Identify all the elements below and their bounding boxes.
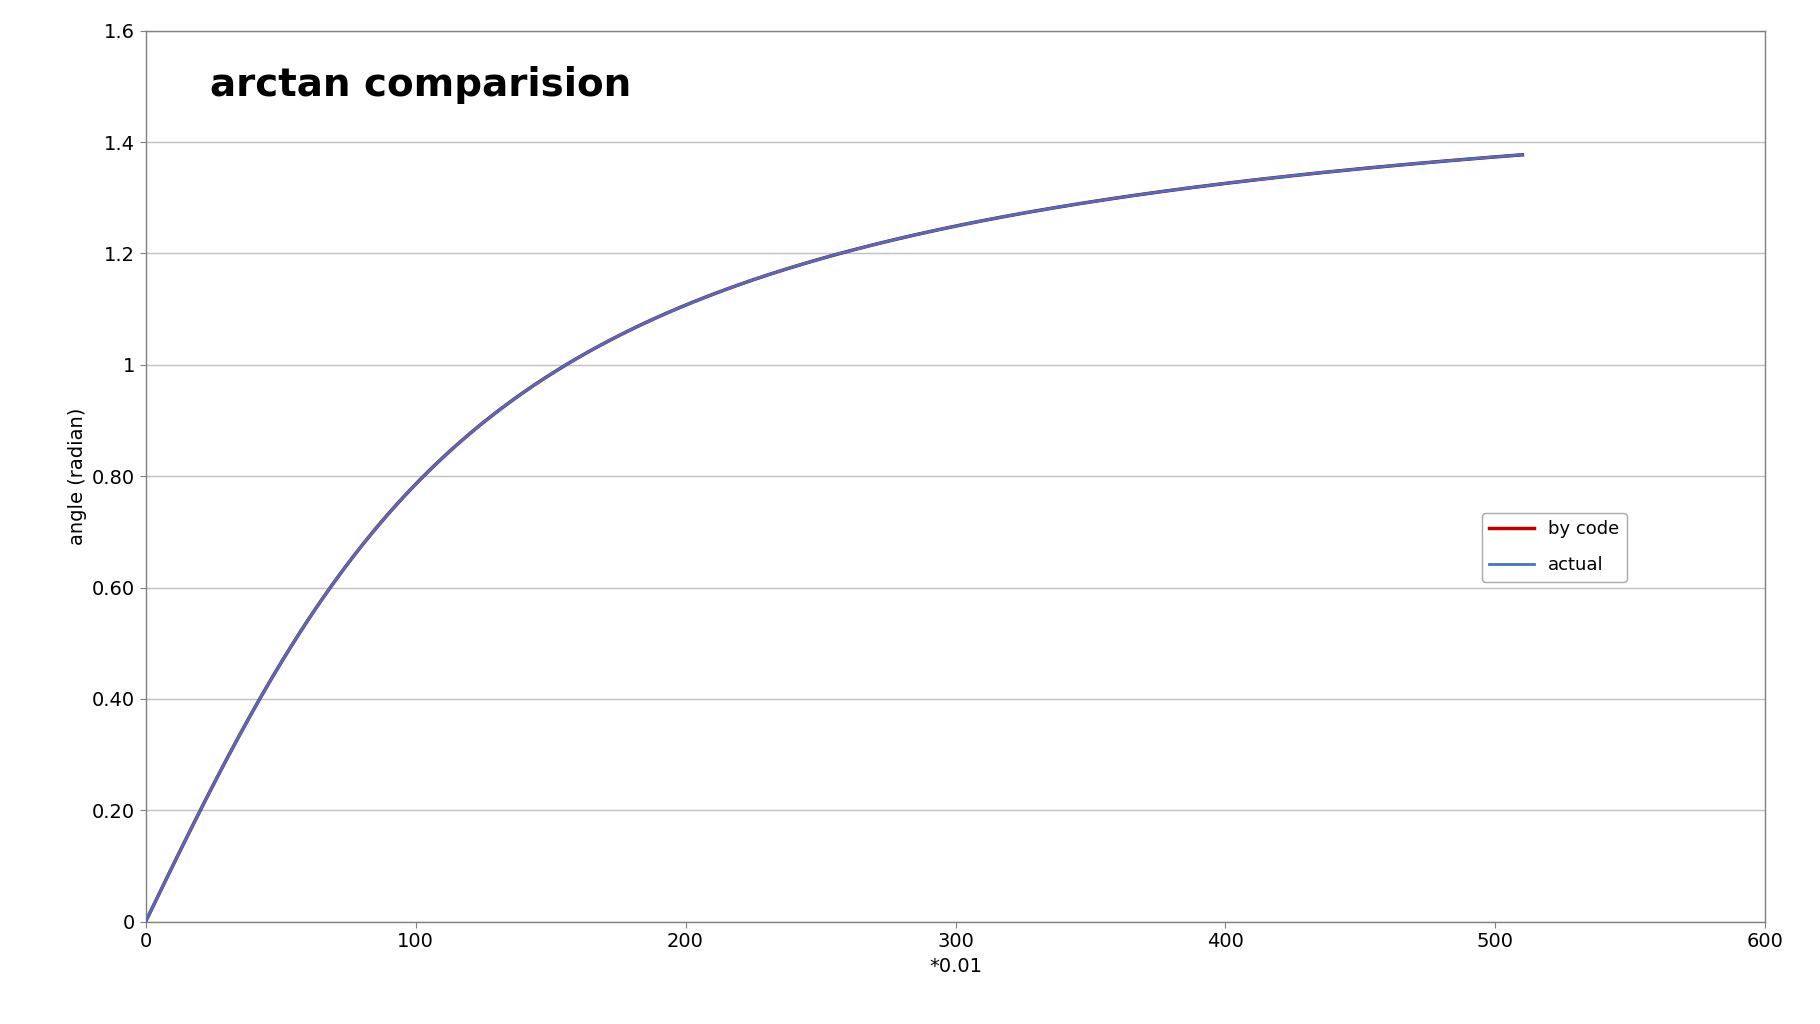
Legend: by code, actual: by code, actual [1481, 513, 1627, 582]
by code [804, 254, 826, 266]
actual [304, 602, 326, 614]
actual [1511, 148, 1532, 161]
by code [764, 266, 786, 279]
by code [304, 602, 326, 614]
actual [471, 417, 493, 429]
Text: arctan comparision: arctan comparision [211, 67, 632, 104]
actual [804, 254, 826, 266]
Y-axis label: angle (radian): angle (radian) [67, 408, 87, 545]
by code [335, 561, 357, 573]
by code [471, 417, 493, 429]
actual [764, 266, 786, 279]
actual [135, 915, 157, 928]
X-axis label: *0.01: *0.01 [928, 956, 983, 976]
actual [286, 631, 308, 643]
Line: actual: actual [146, 155, 1522, 922]
by code [1511, 148, 1532, 161]
by code [286, 631, 308, 643]
by code [135, 915, 157, 928]
Line: by code: by code [146, 155, 1522, 922]
actual [335, 561, 357, 573]
